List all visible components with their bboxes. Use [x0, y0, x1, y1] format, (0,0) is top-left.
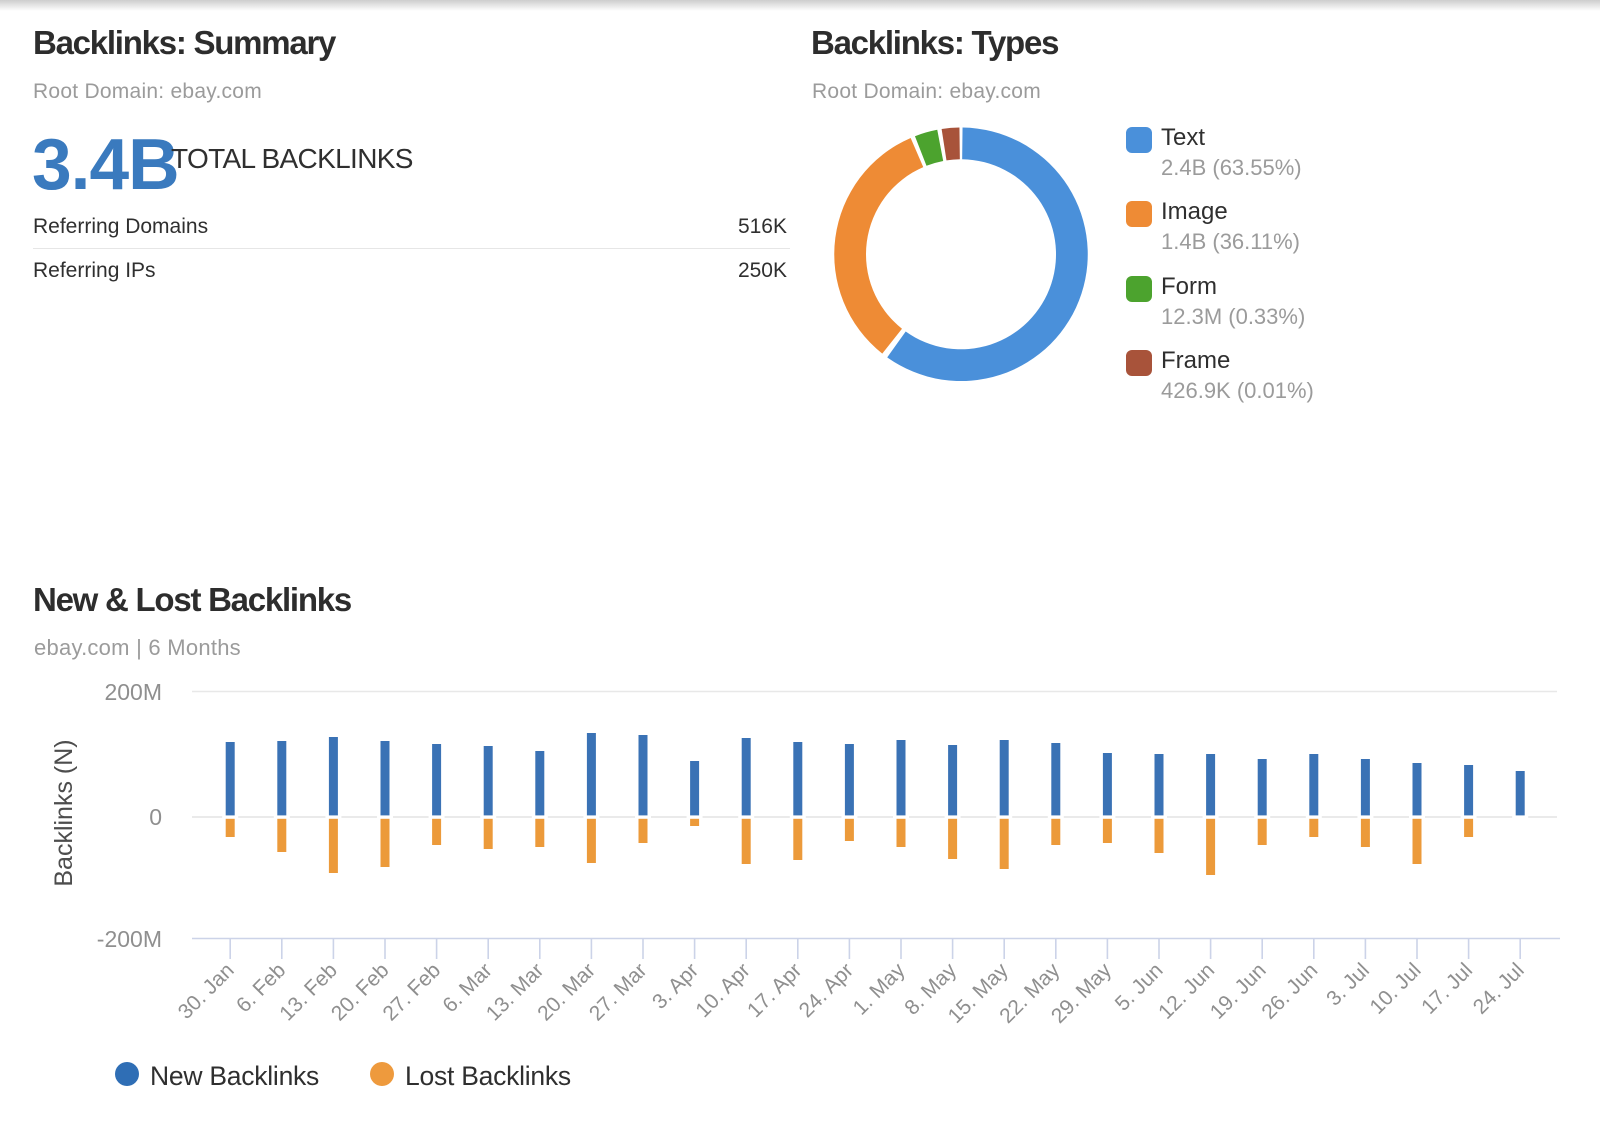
- svg-text:17. Jul: 17. Jul: [1417, 959, 1477, 1019]
- svg-text:10. Jul: 10. Jul: [1366, 959, 1426, 1019]
- svg-text:24. Apr: 24. Apr: [795, 959, 858, 1022]
- svg-text:26. Jun: 26. Jun: [1257, 959, 1322, 1024]
- svg-text:-200M: -200M: [97, 926, 162, 952]
- svg-text:10. Apr: 10. Apr: [691, 959, 754, 1022]
- svg-text:27. Mar: 27. Mar: [585, 959, 652, 1026]
- svg-text:27. Feb: 27. Feb: [379, 959, 446, 1026]
- svg-text:0: 0: [149, 804, 162, 830]
- svg-text:17. Apr: 17. Apr: [743, 959, 806, 1022]
- svg-text:12. Jun: 12. Jun: [1154, 959, 1219, 1024]
- svg-text:1. May: 1. May: [849, 958, 910, 1019]
- svg-text:200M: 200M: [104, 679, 162, 705]
- svg-text:30. Jan: 30. Jan: [174, 959, 239, 1024]
- svg-text:24. Jul: 24. Jul: [1469, 959, 1529, 1019]
- svg-text:19. Jun: 19. Jun: [1206, 959, 1271, 1024]
- svg-text:Backlinks (N): Backlinks (N): [50, 739, 78, 886]
